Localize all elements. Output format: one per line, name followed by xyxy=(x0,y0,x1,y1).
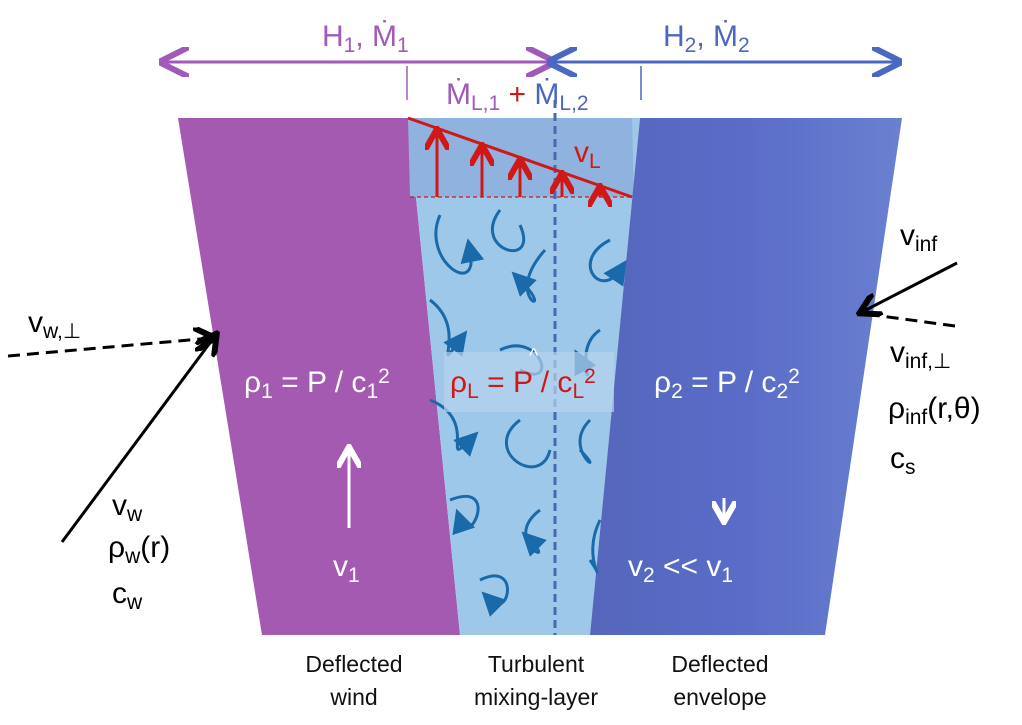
t: L xyxy=(467,380,479,403)
cw-label: cw xyxy=(112,577,143,614)
v1-label: v1 xyxy=(333,550,360,587)
caption: wind xyxy=(329,684,377,710)
t: 2 xyxy=(776,380,788,403)
t: (r,θ) xyxy=(927,392,980,425)
t: L xyxy=(572,380,584,403)
flux-label-2: H2, Ṁ2 xyxy=(663,20,750,57)
wind-perp-arrow xyxy=(7,338,212,358)
t: 1 xyxy=(344,34,356,57)
t: , Ṁ xyxy=(696,20,738,53)
cs-label: cs xyxy=(890,442,916,479)
t: Ṁ xyxy=(446,78,471,111)
t: 1 xyxy=(397,34,409,57)
t: (r) xyxy=(140,531,170,564)
t: , Ṁ xyxy=(355,20,397,53)
velocity-profile xyxy=(407,116,634,197)
t: w,⊥ xyxy=(42,320,81,343)
t: L xyxy=(589,150,601,173)
t: ρ xyxy=(450,366,467,399)
v2-label: v2 << v1 xyxy=(628,550,733,587)
t: ρ xyxy=(108,531,125,564)
wind-arrow xyxy=(60,336,215,543)
t: s xyxy=(905,456,916,479)
t: L,1 xyxy=(471,92,500,115)
t: 2 xyxy=(738,34,750,57)
t: v xyxy=(28,306,43,339)
rhoinf-label: ρinf(r,θ) xyxy=(888,392,981,429)
t: inf xyxy=(915,233,937,256)
t: 2 xyxy=(643,564,655,587)
t: v xyxy=(333,550,348,583)
t: v xyxy=(628,550,643,583)
t: 1 xyxy=(366,380,378,403)
rhoL-backdrop xyxy=(444,352,614,412)
flux-label-1: H1, Ṁ1 xyxy=(322,20,409,57)
t: + xyxy=(500,78,534,111)
envelope-region xyxy=(590,118,902,635)
t: L,2 xyxy=(559,92,588,115)
vw-perp-label: vw,⊥ xyxy=(28,306,81,343)
t: 2 xyxy=(584,365,596,388)
t: w xyxy=(126,503,143,526)
t: 2 xyxy=(378,365,390,388)
hat: ^ xyxy=(529,345,539,367)
vinf-perp-label: vinf,⊥ xyxy=(890,336,951,373)
caption: envelope xyxy=(673,684,766,710)
t: v xyxy=(574,136,589,169)
mixing-flux-label: ṀL,1 + ṀL,2 xyxy=(446,78,589,115)
rhoL-label: ρL = P / cL2 xyxy=(450,365,596,403)
wind-region xyxy=(178,118,460,635)
t: H xyxy=(663,20,685,53)
t: = P / c xyxy=(273,366,367,399)
t: 2 xyxy=(685,34,697,57)
t: v xyxy=(112,489,127,522)
rho1-label: ρ1 = P / c12 xyxy=(244,365,390,403)
t: w xyxy=(126,591,143,614)
t: c xyxy=(890,442,905,475)
caption: Deflected xyxy=(671,651,768,677)
t: inf xyxy=(905,406,927,429)
t: inf,⊥ xyxy=(905,350,951,373)
vinf-label: vinf xyxy=(900,219,937,256)
t: 1 xyxy=(721,564,733,587)
t: ρ xyxy=(244,366,261,399)
t: 1 xyxy=(348,564,360,587)
t: w xyxy=(124,545,141,568)
inflow-arrow xyxy=(862,261,958,312)
t: = P / c xyxy=(479,366,573,399)
rho2-label: ρ2 = P / c22 xyxy=(654,365,800,403)
caption: mixing-layer xyxy=(474,684,598,710)
vL-label: vL xyxy=(574,136,601,173)
t: c xyxy=(112,577,127,610)
t: H xyxy=(322,20,344,53)
t: ρ xyxy=(654,366,671,399)
t: 2 xyxy=(671,380,683,403)
t: << v xyxy=(655,550,722,583)
caption: Deflected xyxy=(305,651,402,677)
rhow-label: ρw(r) xyxy=(108,531,170,568)
t: 1 xyxy=(261,380,273,403)
t: 2 xyxy=(788,365,800,388)
t: ρ xyxy=(888,392,905,425)
t: v xyxy=(890,336,905,369)
inflow-perp-arrow xyxy=(865,312,956,328)
vw-label: vw xyxy=(112,489,143,526)
t: = P / c xyxy=(683,366,777,399)
t: v xyxy=(900,219,915,252)
t: Ṁ xyxy=(534,78,559,111)
caption: Turbulent xyxy=(488,651,585,677)
